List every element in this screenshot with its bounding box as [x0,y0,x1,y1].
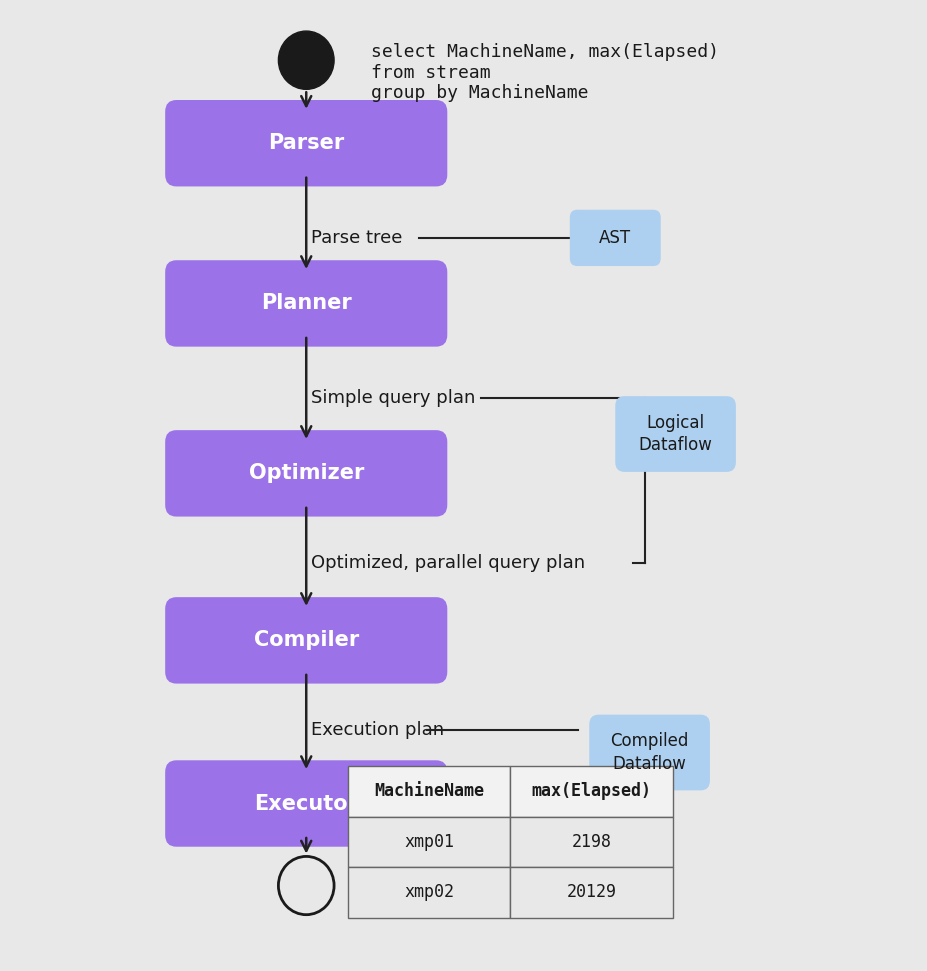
Text: xmp01: xmp01 [404,833,453,851]
Text: Execution plan: Execution plan [311,721,443,739]
Circle shape [278,31,334,89]
Text: xmp02: xmp02 [404,884,453,901]
Text: max(Elapsed): max(Elapsed) [531,783,651,800]
Text: 20129: 20129 [566,884,616,901]
Text: Optimizer: Optimizer [248,463,363,484]
Text: Parser: Parser [268,133,344,153]
FancyBboxPatch shape [165,430,447,517]
Text: select MachineName, max(Elapsed)
from stream
group by MachineName: select MachineName, max(Elapsed) from st… [371,43,718,102]
Text: Executor: Executor [254,793,358,814]
Text: AST: AST [599,229,630,247]
FancyBboxPatch shape [165,760,447,847]
Text: 2198: 2198 [571,833,611,851]
FancyBboxPatch shape [569,210,660,266]
FancyBboxPatch shape [615,396,735,472]
Text: Compiler: Compiler [253,630,359,651]
Text: MachineName: MachineName [374,783,484,800]
Text: Optimized, parallel query plan: Optimized, parallel query plan [311,554,584,572]
Text: Logical
Dataflow: Logical Dataflow [638,414,712,454]
FancyBboxPatch shape [165,100,447,186]
Bar [510,766,672,817]
Bar [510,867,672,918]
FancyBboxPatch shape [165,597,447,684]
Bar [348,867,510,918]
Text: Compiled
Dataflow: Compiled Dataflow [610,732,688,773]
FancyBboxPatch shape [589,715,709,790]
Text: Planner: Planner [260,293,351,314]
Bar [348,817,510,867]
Bar [348,766,510,817]
Bar [510,817,672,867]
Text: Parse tree: Parse tree [311,229,401,247]
Text: Simple query plan: Simple query plan [311,389,475,407]
FancyBboxPatch shape [165,260,447,347]
